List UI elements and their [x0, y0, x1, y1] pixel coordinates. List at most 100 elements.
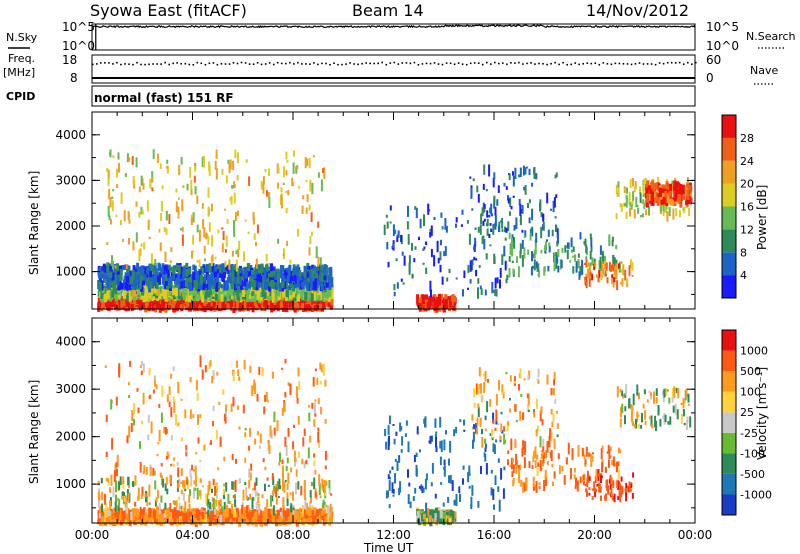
velocity-pixel	[273, 490, 276, 494]
freq-unit-label: [MHz]	[3, 66, 35, 79]
velocity-pixel	[182, 509, 186, 516]
power-pixel	[302, 195, 305, 200]
velocity-pixel	[122, 491, 124, 496]
power-pixel	[547, 265, 550, 272]
power-pixel	[236, 175, 239, 181]
power-pixel	[303, 265, 307, 272]
power-pixel	[161, 185, 164, 190]
power-pixel	[671, 200, 675, 206]
freq-point	[526, 62, 528, 65]
power-pixel	[208, 263, 212, 273]
power-pixel	[590, 246, 593, 252]
power-pixel	[425, 267, 428, 274]
power-pixel	[408, 263, 411, 275]
power-pixel	[231, 250, 234, 257]
power-pixel	[113, 282, 117, 290]
power-pixel	[118, 163, 120, 173]
velocity-pixel	[324, 491, 327, 496]
power-pixel	[553, 264, 556, 272]
power-pixel	[295, 166, 298, 174]
power-pixel	[135, 294, 139, 299]
power-pixel	[177, 206, 180, 216]
power-pixel	[668, 191, 672, 197]
freq-point	[264, 63, 267, 65]
velocity-pixel	[166, 509, 170, 516]
velocity-pixel	[214, 503, 216, 515]
power-pixel	[574, 254, 577, 262]
power-pixel	[511, 260, 514, 264]
power-pixel	[602, 253, 604, 265]
power-pixel	[328, 288, 332, 297]
velocity-pixel	[147, 517, 151, 523]
power-pixel	[570, 237, 573, 248]
power-pixel	[239, 293, 243, 303]
freq-point	[313, 62, 315, 64]
power-pixel	[531, 208, 534, 221]
power-pixel	[311, 284, 314, 291]
power-pixel	[125, 263, 128, 269]
freq-point	[244, 62, 247, 64]
power-pixel	[220, 294, 224, 302]
power-pixel	[250, 269, 254, 275]
power-pixel	[674, 192, 678, 202]
freq-point	[124, 63, 126, 65]
power-pixel	[554, 174, 557, 179]
velocity-pixel	[146, 495, 149, 507]
freq-point	[417, 64, 420, 66]
power-pixel	[304, 157, 307, 169]
velocity-pixel	[435, 507, 439, 517]
power-pixel	[299, 285, 303, 290]
power-pixel	[597, 277, 600, 283]
power-pixel	[144, 283, 148, 293]
power-pixel	[123, 302, 127, 311]
power-pixel	[237, 210, 239, 216]
velocity-pixel	[212, 478, 215, 486]
power-pixel	[229, 159, 232, 170]
velocity-pixel	[306, 503, 308, 515]
velocity-pixel	[436, 513, 440, 520]
velocity-pixel	[257, 496, 260, 503]
power-pixel	[138, 279, 142, 289]
power-pixel	[572, 255, 575, 258]
power-pixel	[633, 186, 636, 193]
power-pixel	[662, 207, 665, 217]
power-pixel	[585, 258, 588, 268]
power-pixel	[215, 269, 219, 274]
power-pixel	[504, 260, 507, 271]
power-pixel	[106, 275, 110, 282]
velocity-pixel	[128, 517, 132, 527]
power-pixel	[493, 195, 496, 204]
power-pixel	[298, 185, 301, 189]
power-pixel	[589, 262, 592, 269]
velocity-pixel	[223, 501, 226, 510]
power-pixel	[471, 259, 474, 266]
freq-point	[381, 61, 383, 64]
power-pixel	[151, 171, 154, 183]
freq-point	[361, 62, 363, 65]
power-pixel	[411, 243, 413, 251]
freq-point	[272, 63, 275, 66]
power-pixel	[282, 288, 286, 298]
power-pixel	[267, 192, 270, 200]
power-pixel	[238, 240, 241, 250]
velocity-pixel	[303, 488, 306, 501]
power-pixel	[286, 275, 290, 282]
power-pixel	[263, 268, 267, 276]
power-pixel	[653, 183, 657, 190]
velocity-pixel	[288, 516, 292, 521]
power-pixel	[557, 233, 559, 244]
power-pixel	[285, 151, 288, 160]
power-pixel	[241, 290, 245, 295]
power-pixel	[121, 238, 124, 242]
power-pixel	[441, 226, 444, 230]
velocity-pixel	[279, 507, 282, 512]
power-pixel	[274, 280, 278, 287]
power-pixel	[181, 199, 184, 212]
power-pixel	[418, 303, 422, 309]
power-pixel	[387, 261, 390, 268]
power-pixel	[678, 210, 681, 218]
power-pixel	[468, 233, 471, 245]
velocity-pixel	[171, 511, 175, 519]
power-pixel	[678, 194, 682, 205]
